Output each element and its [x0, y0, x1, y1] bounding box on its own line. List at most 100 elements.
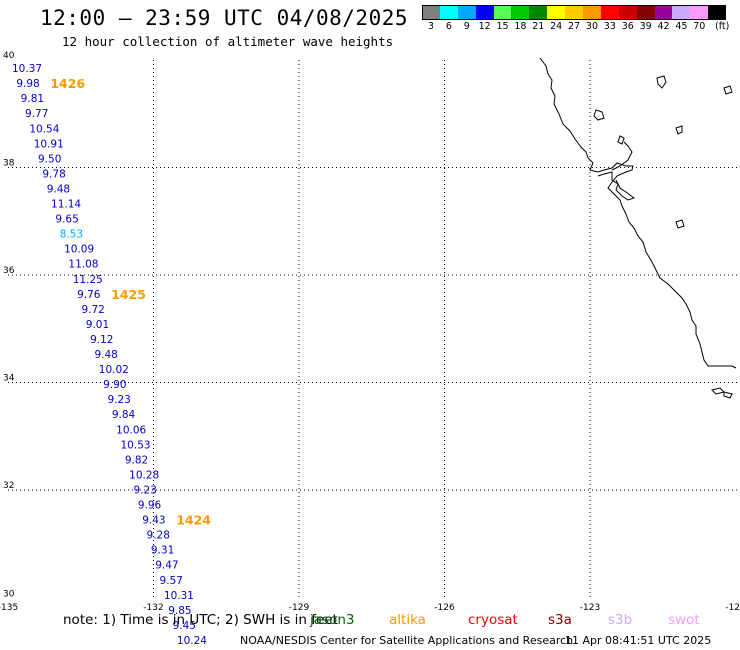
longitude-label: -126: [434, 603, 455, 613]
legend-swatch: [511, 5, 530, 20]
wave-height-value: 9.50: [38, 153, 61, 165]
page-subtitle: 12 hour collection of altimeter wave hei…: [62, 34, 394, 49]
legend-swatch-label: 70: [693, 21, 706, 32]
legend-unit: (ft): [715, 21, 730, 32]
wave-height-value: 10.24: [177, 635, 207, 647]
legend-swatch-label: 15: [496, 21, 509, 32]
credit-text: NOAA/NESDIS Center for Satellite Applica…: [240, 634, 574, 647]
legend-swatch-label: 36: [621, 21, 634, 32]
mission-label-s3b: s3b: [608, 612, 633, 628]
wave-height-value: 10.09: [64, 244, 94, 256]
latitude-label: 30: [3, 590, 15, 600]
lake-4: [617, 135, 625, 145]
page-title: 12:00 — 23:59 UTC 04/08/2025: [40, 6, 409, 30]
legend-swatch-label: 18: [514, 21, 527, 32]
wave-height-value: 9.72: [81, 304, 104, 316]
longitude-label: -129: [289, 603, 310, 613]
pass-labels: 1426 1425 1424 1423: [50, 76, 257, 650]
wave-height-value: 9.96: [138, 500, 162, 512]
longitude-label: -132: [143, 603, 163, 613]
wave-height-value: 9.47: [155, 560, 178, 572]
pass-number: 1424: [176, 513, 211, 528]
channel-island-1: [711, 387, 725, 395]
wave-height-value: 11.08: [68, 259, 98, 271]
wave-height-value: 9.43: [142, 515, 165, 527]
generated-timestamp: 11 Apr 08:41:51 UTC 2025: [565, 634, 712, 647]
wave-height-value: 9.12: [90, 334, 113, 346]
legend-swatch-label: 6: [445, 21, 452, 32]
bay-shoreline: [597, 171, 636, 201]
latitude-label: 36: [3, 266, 15, 276]
legend-swatch: [672, 5, 691, 20]
wave-height-value: 9.81: [21, 93, 44, 105]
wave-height-value: 11.14: [51, 199, 81, 211]
wave-height-value: 9.45: [173, 620, 196, 632]
pass-number: 1423: [222, 648, 257, 650]
wave-height-value: 9.48: [47, 183, 70, 195]
wave-height-value: 9.90: [103, 379, 126, 391]
wave-height-value: 9.28: [147, 530, 170, 542]
wave-height-value: 9.48: [94, 349, 117, 361]
legend-swatch-label: 21: [532, 21, 545, 32]
axis-labels: 40 38 36 34 32 30 -135 -132 -129 -126 -123 -120: [0, 51, 740, 613]
wave-height-value: 9.82: [125, 454, 148, 466]
color-legend-labels: 3 6 9 12 15 18 21 24 27 30 33 36 39 42 45 70: [422, 21, 726, 32]
wave-height-value: 10.37: [12, 63, 42, 75]
mission-label-jason3: jason3: [310, 612, 355, 628]
wave-height-value: 10.54: [29, 123, 59, 135]
mission-label-s3a: s3a: [548, 612, 572, 628]
legend-swatch: [618, 5, 637, 20]
delta-channel: [611, 141, 633, 171]
lake-3: [675, 125, 683, 135]
wave-height-value: 9.01: [86, 319, 109, 331]
lake-1: [656, 75, 667, 89]
footnote: note: 1) Time is in UTC; 2) SWH is in fe…: [63, 612, 338, 628]
legend-swatch: [475, 5, 494, 20]
wave-height-value: 8.53: [60, 229, 83, 241]
lake-6: [723, 85, 733, 95]
channel-island-2: [723, 391, 733, 399]
wave-height-value: 9.77: [25, 108, 48, 120]
legend-swatch-label: 24: [550, 21, 563, 32]
wave-height-value: 9.23: [134, 484, 157, 496]
legend-swatch: [547, 5, 566, 20]
legend-swatch-label: 30: [585, 21, 598, 32]
wave-height-value: 10.02: [99, 364, 129, 376]
wave-height-value: 9.23: [107, 394, 130, 406]
wave-height-value: 9.57: [160, 575, 183, 587]
legend-swatch: [636, 5, 655, 20]
legend-swatch-label: 42: [657, 21, 670, 32]
wave-height-value: 9.31: [151, 545, 174, 557]
legend-swatch: [529, 5, 548, 20]
pass-number: 1426: [50, 76, 85, 91]
longitude-label: -120: [725, 603, 740, 613]
wave-height-value: 10.31: [164, 590, 194, 602]
wave-height-value: 9.84: [112, 409, 136, 421]
legend-swatch-label: 27: [568, 21, 581, 32]
coastline: [539, 57, 737, 399]
lat-lon-grid: [8, 60, 740, 600]
wave-height-value: 9.65: [55, 214, 78, 226]
legend-swatch-label: 33: [603, 21, 616, 32]
legend-swatch: [708, 5, 727, 20]
wave-height-value: 11.25: [73, 274, 103, 286]
wave-height-value: 9.98: [16, 78, 39, 90]
legend-swatch-label: 3: [427, 21, 434, 32]
legend-swatch: [439, 5, 458, 20]
legend-swatch: [654, 5, 673, 20]
latitude-label: 32: [3, 481, 14, 491]
legend-swatch: [583, 5, 601, 20]
wave-height-value: 10.91: [34, 138, 64, 150]
longitude-label: -135: [0, 603, 18, 613]
legend-swatch: [422, 5, 440, 20]
mission-label-altika: altika: [389, 612, 426, 628]
latitude-label: 40: [3, 51, 15, 61]
legend-swatch: [457, 5, 476, 20]
legend-swatch-label: 12: [478, 21, 491, 32]
california-coastline: [539, 57, 737, 369]
wave-height-value: 10.28: [129, 469, 159, 481]
mission-label-swot: swot: [668, 612, 700, 628]
lake-2: [593, 109, 605, 121]
latitude-label: 38: [3, 159, 15, 169]
wave-height-value: 9.78: [42, 168, 65, 180]
